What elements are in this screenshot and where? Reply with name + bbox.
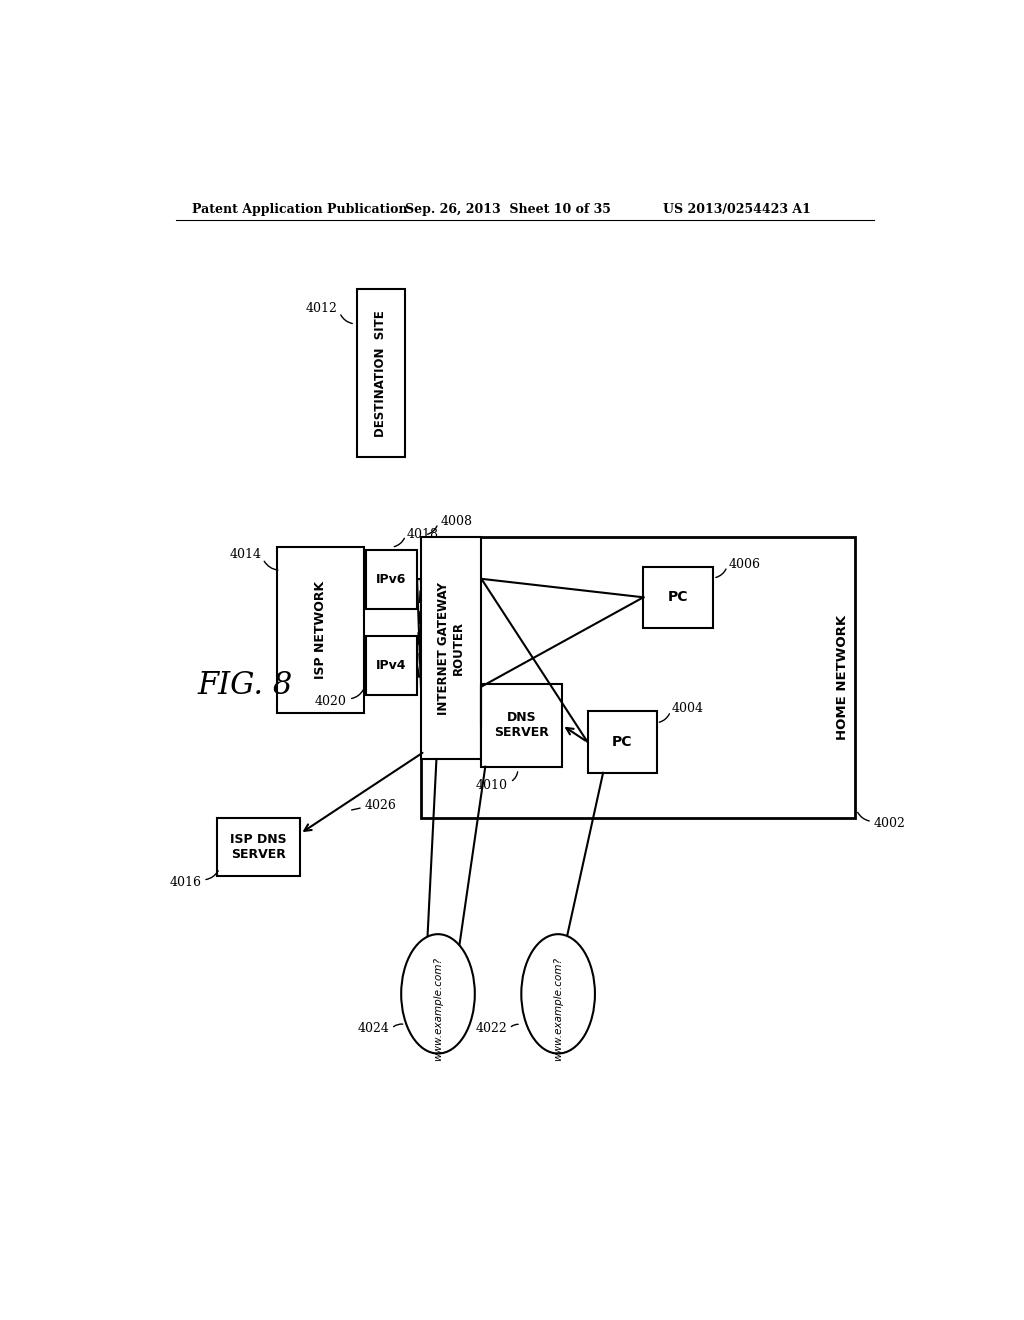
- Ellipse shape: [521, 935, 595, 1053]
- Text: 4024: 4024: [358, 1022, 390, 1035]
- Text: IPv6: IPv6: [376, 573, 407, 586]
- Text: 4026: 4026: [365, 799, 396, 812]
- Bar: [588, 711, 656, 774]
- Text: FIG. 8: FIG. 8: [198, 671, 293, 701]
- Text: 4016: 4016: [170, 875, 202, 888]
- Text: US 2013/0254423 A1: US 2013/0254423 A1: [663, 203, 811, 216]
- Text: www.example.com?: www.example.com?: [433, 957, 443, 1061]
- Text: INTERNET GATEWAY
ROUTER: INTERNET GATEWAY ROUTER: [437, 582, 465, 714]
- Bar: [643, 566, 713, 628]
- Text: Patent Application Publication: Patent Application Publication: [191, 203, 408, 216]
- Text: 4018: 4018: [407, 528, 439, 541]
- Text: DNS
SERVER: DNS SERVER: [495, 711, 549, 739]
- Text: IPv4: IPv4: [376, 659, 407, 672]
- Text: 4020: 4020: [314, 694, 346, 708]
- Bar: [421, 537, 481, 759]
- Text: 4022: 4022: [476, 1022, 508, 1035]
- Bar: [366, 636, 417, 696]
- Text: ISP NETWORK: ISP NETWORK: [314, 581, 327, 678]
- Bar: [366, 549, 417, 609]
- Text: 4006: 4006: [729, 557, 761, 570]
- Text: PC: PC: [611, 735, 632, 748]
- Bar: [481, 684, 562, 767]
- Text: DESTINATION  SITE: DESTINATION SITE: [374, 310, 387, 437]
- Text: ISP DNS
SERVER: ISP DNS SERVER: [230, 833, 287, 861]
- Bar: [276, 548, 365, 713]
- Text: 4008: 4008: [440, 515, 472, 528]
- Text: PC: PC: [668, 590, 688, 605]
- Text: 4010: 4010: [476, 779, 508, 792]
- Bar: [217, 818, 300, 876]
- Text: HOME NETWORK: HOME NETWORK: [836, 615, 849, 741]
- Text: 4014: 4014: [229, 548, 261, 561]
- Ellipse shape: [401, 935, 475, 1053]
- Bar: [356, 289, 404, 457]
- Bar: [421, 537, 855, 817]
- Text: www.example.com?: www.example.com?: [553, 957, 563, 1061]
- Text: 4004: 4004: [672, 702, 705, 715]
- Text: 4012: 4012: [305, 302, 337, 315]
- Text: 4002: 4002: [873, 817, 905, 830]
- Text: Sep. 26, 2013  Sheet 10 of 35: Sep. 26, 2013 Sheet 10 of 35: [406, 203, 611, 216]
